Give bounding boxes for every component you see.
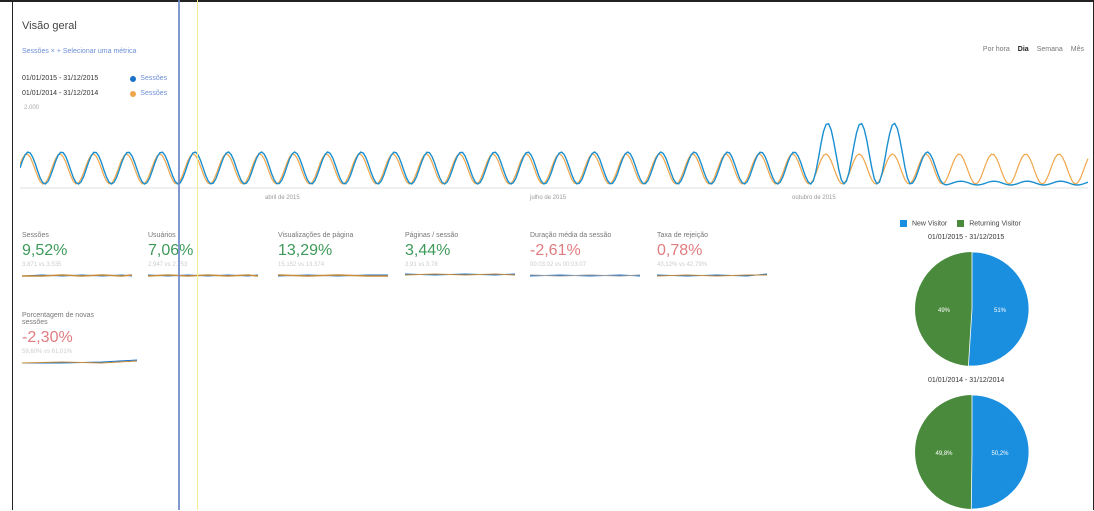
pie-slice-new[interactable] — [967, 251, 1030, 367]
date-range-current: 01/01/2015 - 31/12/2015 — [22, 75, 99, 82]
square-icon — [957, 220, 965, 227]
metric-selector[interactable]: Sessões × + Selecionar uma métrica — [22, 48, 137, 55]
legend-metric-label: Sessões — [140, 90, 168, 97]
vertical-guide-line — [197, 0, 198, 510]
metric-sparkline — [278, 274, 388, 277]
metric-comparison: 2.947 vs 2.753 — [148, 262, 188, 268]
legend-returning-visitor[interactable]: Returning Visitor — [957, 220, 1021, 227]
metric-card-users[interactable]: Usuários 7,06% 2.947 vs 2.753 — [148, 232, 258, 278]
metric-value: 9,52% — [22, 242, 68, 259]
legend-metric-current: Sessões — [130, 75, 167, 82]
pie-label-returning: 49,8% — [935, 451, 953, 457]
metric-card-pageviews[interactable]: Visualizações de página 13,29% 15.152 vs… — [278, 232, 388, 278]
series-line-current-year — [20, 122, 1089, 186]
metric-comparison: 00:03:02 vs 00:03:07 — [530, 262, 587, 268]
metric-sparkline — [148, 274, 258, 277]
metric-value: -2,61% — [530, 242, 581, 259]
legend-label: Returning Visitor — [969, 220, 1021, 228]
legend-metric-label: Sessões — [140, 75, 168, 82]
metric-comparison: 15.152 vs 13.374 — [278, 262, 325, 268]
x-axis-label: abril de 2015 — [265, 195, 300, 201]
metric-sparkline — [22, 274, 132, 277]
legend-row-previous: 01/01/2014 - 31/12/2014 Sessões — [22, 90, 167, 97]
date-range-previous: 01/01/2014 - 31/12/2014 — [22, 90, 99, 97]
square-icon — [900, 220, 907, 227]
metric-label: Páginas / sessão — [405, 232, 459, 239]
metric-label: Visualizações de página — [278, 232, 354, 239]
metric-card-sessions[interactable]: Sessões 9,52% 3.871 vs 3.535 — [22, 232, 132, 278]
metric-comparison: 3.871 vs 3.535 — [22, 262, 62, 268]
metric-label: Usuários — [148, 232, 176, 239]
pie-chart-current[interactable]: 51% 49% — [913, 250, 1031, 368]
metric-value: 0,78% — [657, 242, 703, 259]
pie-chart-previous[interactable]: 50,2% 49,8% — [913, 393, 1031, 511]
metric-label: Duração média da sessão — [530, 232, 612, 239]
x-axis-label: outubro de 2015 — [792, 195, 836, 201]
pie-date-previous: 01/01/2014 - 31/12/2014 — [928, 377, 1005, 384]
y-axis-max-label: 2.000 — [24, 105, 40, 111]
metric-sparkline — [22, 359, 137, 364]
tab-week[interactable]: Semana — [1036, 46, 1063, 53]
series-line-previous-year — [20, 153, 1089, 185]
sessions-line-chart[interactable]: abril de 2015 julho de 2015 outubro de 2… — [20, 106, 1090, 206]
metric-comparison: 59,60% vs 61,01% — [22, 349, 73, 355]
metric-comparison: 3,91 vs 3,78 — [405, 262, 438, 268]
legend-row-current: 01/01/2015 - 31/12/2015 Sessões — [22, 75, 167, 82]
tab-month[interactable]: Mês — [1070, 46, 1084, 53]
tab-hourly[interactable]: Por hora — [982, 46, 1010, 53]
pie-legend: New Visitor Returning Visitor — [900, 220, 1021, 227]
metric-label: Sessões — [22, 232, 49, 239]
legend-new-visitor[interactable]: New Visitor — [900, 220, 947, 227]
legend-label: New Visitor — [911, 220, 948, 228]
metric-card-new-sessions[interactable]: Porcentagem de novas sessões -2,30% 59,6… — [22, 312, 137, 365]
metric-label: Taxa de rejeição — [657, 232, 708, 239]
metric-value: 13,29% — [278, 242, 333, 259]
time-range-tabs: Por hora Dia Semana Mês — [983, 46, 1084, 53]
pie-label-returning: 49% — [938, 308, 951, 314]
page-title: Visão geral — [22, 20, 77, 32]
metric-sparkline — [657, 273, 767, 277]
x-axis-label: julho de 2015 — [529, 195, 567, 201]
metric-value: 7,06% — [148, 242, 194, 259]
metric-sparkline — [530, 274, 640, 277]
pie-label-new: 50,2% — [991, 451, 1009, 457]
metric-label: Porcentagem de novas sessões — [22, 312, 94, 326]
legend-metric-previous: Sessões — [130, 90, 167, 97]
tab-day[interactable]: Dia — [1017, 46, 1029, 53]
metric-sparkline — [405, 273, 515, 276]
metric-card-bounce-rate[interactable]: Taxa de rejeição 0,78% 43,12% vs 42,79% — [657, 232, 767, 278]
metric-card-session-duration[interactable]: Duração média da sessão -2,61% 00:03:02 … — [530, 232, 640, 278]
pie-date-current: 01/01/2015 - 31/12/2015 — [928, 234, 1005, 241]
pie-slice-new[interactable] — [970, 394, 1030, 510]
metric-comparison: 43,12% vs 42,79% — [657, 262, 708, 268]
vertical-marker-line — [178, 0, 180, 510]
left-border — [12, 0, 13, 510]
metric-value: 3,44% — [405, 242, 451, 259]
series-dot-icon — [130, 90, 137, 97]
metric-value: -2,30% — [22, 329, 73, 346]
series-dot-icon — [130, 75, 137, 82]
pie-label-new: 51% — [994, 308, 1007, 314]
metric-card-pages-per-session[interactable]: Páginas / sessão 3,44% 3,91 vs 3,78 — [405, 232, 515, 278]
